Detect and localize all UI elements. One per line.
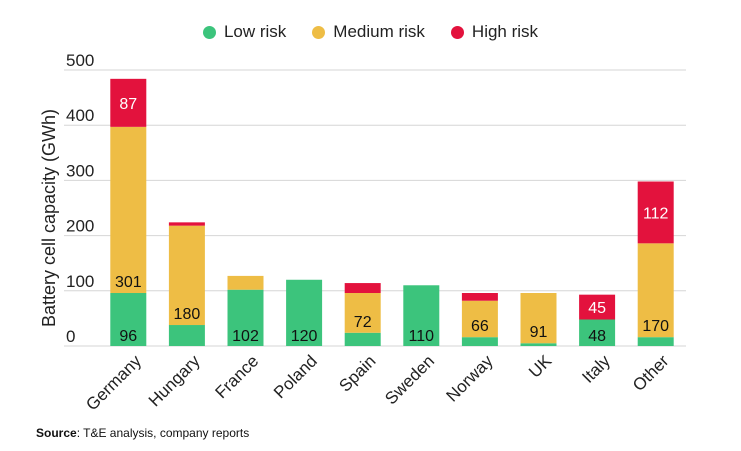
legend-swatch-low [202,25,216,39]
bar-spain-low-risk [344,332,381,346]
x-tick-label-spain: Spain [335,351,379,395]
x-tick-label-germany: Germany [82,351,145,414]
x-tick-label-france: France [211,351,262,402]
bar-poland-low-risk [286,279,323,346]
bar-sweden-low-risk [403,285,440,346]
y-tick-label-100: 100 [66,272,94,291]
x-tick-label-sweden: Sweden [381,351,438,408]
legend-item-medium: Medium risk [312,22,425,42]
y-tick-label-500: 500 [66,51,94,70]
data-label-other-medium: 170 [642,318,669,335]
x-tick-label-other: Other [629,351,673,395]
y-tick-label-0: 0 [66,327,75,346]
bar-france-low-risk [227,289,264,346]
bar-norway-low-risk [461,337,498,346]
legend-label-medium: Medium risk [333,22,425,41]
data-label-germany-high: 87 [119,96,137,113]
data-label-spain-medium: 72 [354,314,372,331]
bar-uk-medium-risk [520,293,557,344]
bar-italy-low-risk [579,319,616,346]
data-label-norway-medium: 66 [471,318,489,335]
bar-italy-high-risk [579,294,616,320]
legend-item-high: High risk [450,22,539,42]
legend: Low risk Medium risk High risk [0,22,741,42]
source-note: Source: T&E analysis, company reports [36,426,249,440]
source-label: Source [36,426,77,440]
x-tick-label-italy: Italy [578,351,614,387]
data-label-sweden-low: 110 [409,328,435,345]
source-text: : T&E analysis, company reports [76,426,250,440]
data-label-italy-low: 48 [588,328,606,345]
y-tick-label-400: 400 [66,106,94,125]
bar-other-medium-risk [637,243,674,338]
x-tick-label-norway: Norway [443,351,498,406]
data-label-hungary-medium: 180 [174,306,201,323]
bar-uk-low-risk [520,343,557,346]
bar-hungary-medium-risk [168,225,205,326]
y-tick-label-300: 300 [66,161,94,180]
x-tick-label-poland: Poland [270,351,321,402]
data-label-poland-low: 120 [291,328,318,345]
data-label-italy-high: 45 [588,300,606,317]
legend-item-low: Low risk [202,22,287,42]
x-tick-label-uk: UK [525,351,556,382]
data-label-other-high: 112 [643,205,669,222]
bar-germany-low-risk [110,293,147,346]
y-axis-title: Battery cell capacity (GWh) [39,109,59,327]
legend-label-high: High risk [471,22,539,41]
data-label-germany-low: 96 [119,328,137,345]
bar-france-medium-risk [227,275,264,290]
x-tick-label-hungary: Hungary [145,351,204,410]
bar-germany-medium-risk [110,126,147,294]
legend-swatch-high [450,25,464,39]
legend-swatch-medium [312,25,326,39]
bar-norway-medium-risk [461,300,498,338]
bar-norway-high-risk [461,293,498,301]
bar-spain-medium-risk [344,293,381,333]
bar-other-low-risk [637,337,674,346]
data-label-germany-medium: 301 [115,274,142,291]
y-tick-label-200: 200 [66,217,94,236]
data-label-uk-medium: 91 [530,324,548,341]
bar-hungary-low-risk [168,325,205,346]
bar-spain-high-risk [344,283,381,294]
legend-label-low: Low risk [223,22,287,41]
bar-hungary-high-risk [168,222,205,226]
data-label-france-low: 102 [232,328,259,345]
bar-germany-high-risk [110,78,147,127]
bar-other-high-risk [637,181,674,244]
